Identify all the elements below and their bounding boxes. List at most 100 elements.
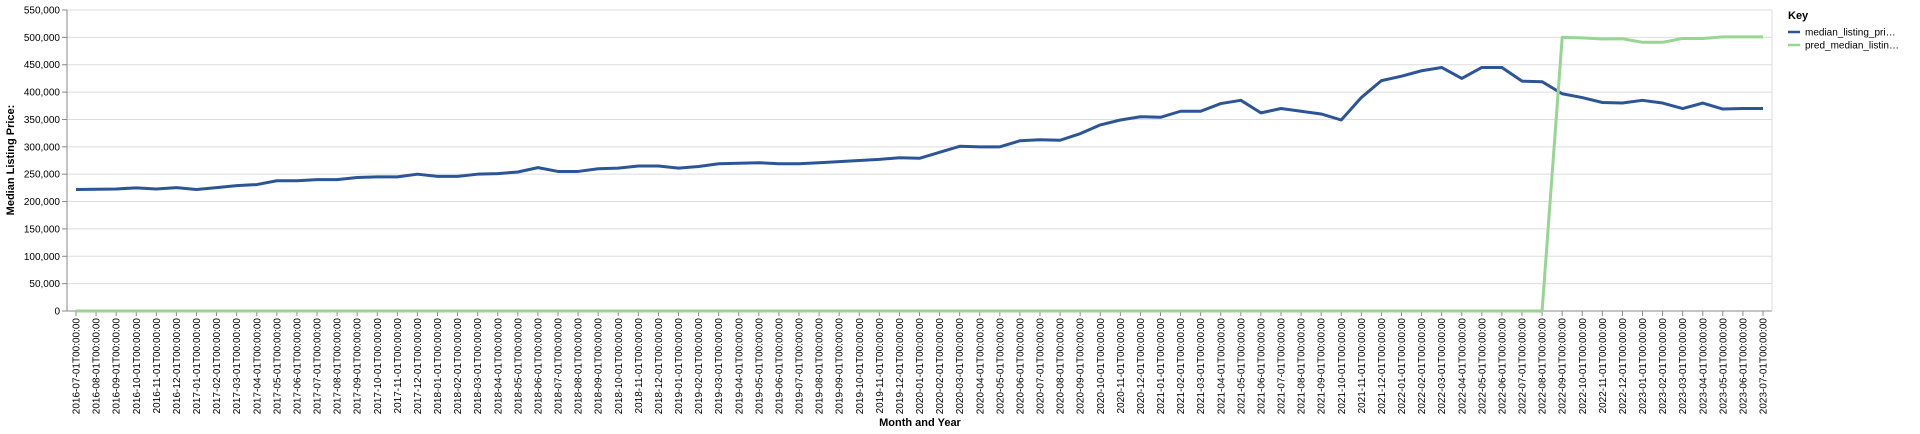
x-tick-label: 2018-05-01T00:00:00	[513, 318, 524, 415]
x-tick-label: 2023-07-01T00:00:00	[1759, 318, 1770, 415]
x-tick-label: 2022-02-01T00:00:00	[1417, 318, 1428, 415]
x-tick-label: 2022-09-01T00:00:00	[1558, 318, 1569, 415]
x-tick-label: 2020-09-01T00:00:00	[1076, 318, 1087, 415]
x-tick-label: 2021-03-01T00:00:00	[1196, 318, 1207, 415]
x-tick-label: 2023-02-01T00:00:00	[1658, 318, 1669, 415]
x-tick-label: 2016-12-01T00:00:00	[172, 318, 183, 415]
x-tick-label: 2019-10-01T00:00:00	[855, 318, 866, 415]
x-tick-label: 2019-12-01T00:00:00	[895, 318, 906, 415]
x-tick-label: 2017-02-01T00:00:00	[212, 318, 223, 415]
x-tick-label: 2020-12-01T00:00:00	[1136, 318, 1147, 415]
x-tick-label: 2022-12-01T00:00:00	[1618, 318, 1629, 415]
x-tick-label: 2016-09-01T00:00:00	[112, 318, 123, 415]
x-axis-title: Month and Year	[879, 417, 961, 429]
x-tick-label: 2022-05-01T00:00:00	[1477, 318, 1488, 415]
x-tick-label: 2021-11-01T00:00:00	[1357, 318, 1368, 414]
x-tick-label: 2018-04-01T00:00:00	[493, 318, 504, 415]
x-tick-label: 2017-04-01T00:00:00	[252, 318, 263, 415]
x-tick-label: 2019-04-01T00:00:00	[734, 318, 745, 415]
x-tick-label: 2018-12-01T00:00:00	[654, 318, 665, 415]
x-tick-label: 2016-08-01T00:00:00	[92, 318, 103, 415]
x-tick-label: 2023-03-01T00:00:00	[1678, 318, 1689, 415]
y-tick-label: 550,000	[24, 6, 61, 17]
y-tick-label: 500,000	[24, 33, 61, 44]
series-line	[75, 65, 1763, 192]
x-tick-label: 2022-06-01T00:00:00	[1497, 318, 1508, 415]
x-tick-label: 2016-07-01T00:00:00	[72, 318, 83, 415]
x-tick-label: 2018-08-01T00:00:00	[574, 318, 585, 415]
x-tick-label: 2017-12-01T00:00:00	[413, 318, 424, 415]
x-tick-label: 2018-07-01T00:00:00	[554, 318, 565, 415]
x-tick-label: 2017-06-01T00:00:00	[292, 318, 303, 415]
x-tick-label: 2017-09-01T00:00:00	[353, 318, 364, 415]
x-tick-label: 2017-07-01T00:00:00	[313, 318, 324, 415]
x-tick-label: 2020-10-01T00:00:00	[1096, 318, 1107, 415]
x-tick-label: 2020-07-01T00:00:00	[1036, 318, 1047, 415]
x-tick-label: 2020-03-01T00:00:00	[955, 318, 966, 415]
x-tick-label: 2019-01-01T00:00:00	[674, 318, 685, 415]
legend-title: Key	[1788, 10, 1809, 22]
x-tick-label: 2019-06-01T00:00:00	[774, 318, 785, 415]
x-tick-label: 2022-08-01T00:00:00	[1538, 318, 1549, 415]
legend-label: median_listing_pri…	[1805, 28, 1896, 39]
x-tick-label: 2016-11-01T00:00:00	[152, 318, 163, 414]
x-tick-label: 2021-06-01T00:00:00	[1256, 318, 1267, 415]
x-tick-label: 2020-02-01T00:00:00	[935, 318, 946, 415]
x-tick-label: 2019-02-01T00:00:00	[694, 318, 705, 415]
y-tick-label: 400,000	[24, 88, 61, 99]
x-tick-label: 2018-06-01T00:00:00	[533, 318, 544, 415]
x-tick-label: 2019-08-01T00:00:00	[815, 318, 826, 415]
x-tick-label: 2022-10-01T00:00:00	[1578, 318, 1589, 415]
x-tick-label: 2018-02-01T00:00:00	[453, 318, 464, 415]
x-tick-label: 2018-03-01T00:00:00	[473, 318, 484, 415]
x-tick-label: 2020-11-01T00:00:00	[1116, 318, 1127, 414]
x-tick-label: 2020-01-01T00:00:00	[915, 318, 926, 415]
x-tick-label: 2018-01-01T00:00:00	[433, 318, 444, 415]
y-tick-label: 50,000	[29, 279, 60, 290]
x-tick-label: 2023-05-01T00:00:00	[1718, 318, 1729, 415]
x-tick-label: 2020-04-01T00:00:00	[975, 318, 986, 415]
x-tick-label: 2017-01-01T00:00:00	[192, 318, 203, 415]
x-tick-label: 2018-10-01T00:00:00	[614, 318, 625, 415]
x-tick-label: 2021-01-01T00:00:00	[1156, 318, 1167, 415]
y-tick-label: 450,000	[24, 60, 61, 71]
y-tick-label: 250,000	[24, 170, 61, 181]
x-tick-label: 2019-09-01T00:00:00	[835, 318, 846, 415]
x-tick-label: 2022-01-01T00:00:00	[1397, 318, 1408, 415]
x-tick-label: 2020-05-01T00:00:00	[995, 318, 1006, 415]
x-tick-label: 2018-11-01T00:00:00	[634, 318, 645, 414]
x-tick-label: 2021-07-01T00:00:00	[1277, 318, 1288, 415]
x-tick-label: 2017-10-01T00:00:00	[373, 318, 384, 415]
x-tick-label: 2017-11-01T00:00:00	[393, 318, 404, 414]
x-tick-label: 2022-07-01T00:00:00	[1518, 318, 1529, 415]
y-axis-title: Median Listing Price:	[5, 105, 17, 216]
x-tick-label: 2022-03-01T00:00:00	[1437, 318, 1448, 415]
x-tick-label: 2019-07-01T00:00:00	[795, 318, 806, 415]
x-tick-label: 2022-11-01T00:00:00	[1598, 318, 1609, 414]
x-tick-label: 2018-09-01T00:00:00	[594, 318, 605, 415]
x-tick-label: 2016-10-01T00:00:00	[132, 318, 143, 415]
series-line	[76, 35, 1763, 313]
x-tick-label: 2019-05-01T00:00:00	[754, 318, 765, 415]
y-tick-label: 300,000	[24, 142, 61, 153]
x-tick-label: 2020-08-01T00:00:00	[1056, 318, 1067, 415]
legend-label: pred_median_listin…	[1805, 41, 1899, 52]
y-tick-label: 350,000	[24, 115, 61, 126]
y-tick-label: 0	[54, 307, 60, 318]
x-tick-label: 2021-02-01T00:00:00	[1176, 318, 1187, 415]
y-tick-label: 100,000	[24, 252, 61, 263]
x-tick-label: 2019-11-01T00:00:00	[875, 318, 886, 414]
x-tick-label: 2023-06-01T00:00:00	[1738, 318, 1749, 415]
x-tick-label: 2023-04-01T00:00:00	[1698, 318, 1709, 415]
y-tick-label: 150,000	[24, 224, 61, 235]
x-tick-label: 2017-03-01T00:00:00	[232, 318, 243, 415]
x-tick-label: 2023-01-01T00:00:00	[1638, 318, 1649, 415]
x-tick-label: 2017-05-01T00:00:00	[272, 318, 283, 415]
x-tick-label: 2020-06-01T00:00:00	[1015, 318, 1026, 415]
x-tick-label: 2021-10-01T00:00:00	[1337, 318, 1348, 415]
x-tick-label: 2021-04-01T00:00:00	[1216, 318, 1227, 415]
x-tick-label: 2017-08-01T00:00:00	[333, 318, 344, 415]
x-tick-label: 2019-03-01T00:00:00	[714, 318, 725, 415]
y-tick-label: 200,000	[24, 197, 61, 208]
